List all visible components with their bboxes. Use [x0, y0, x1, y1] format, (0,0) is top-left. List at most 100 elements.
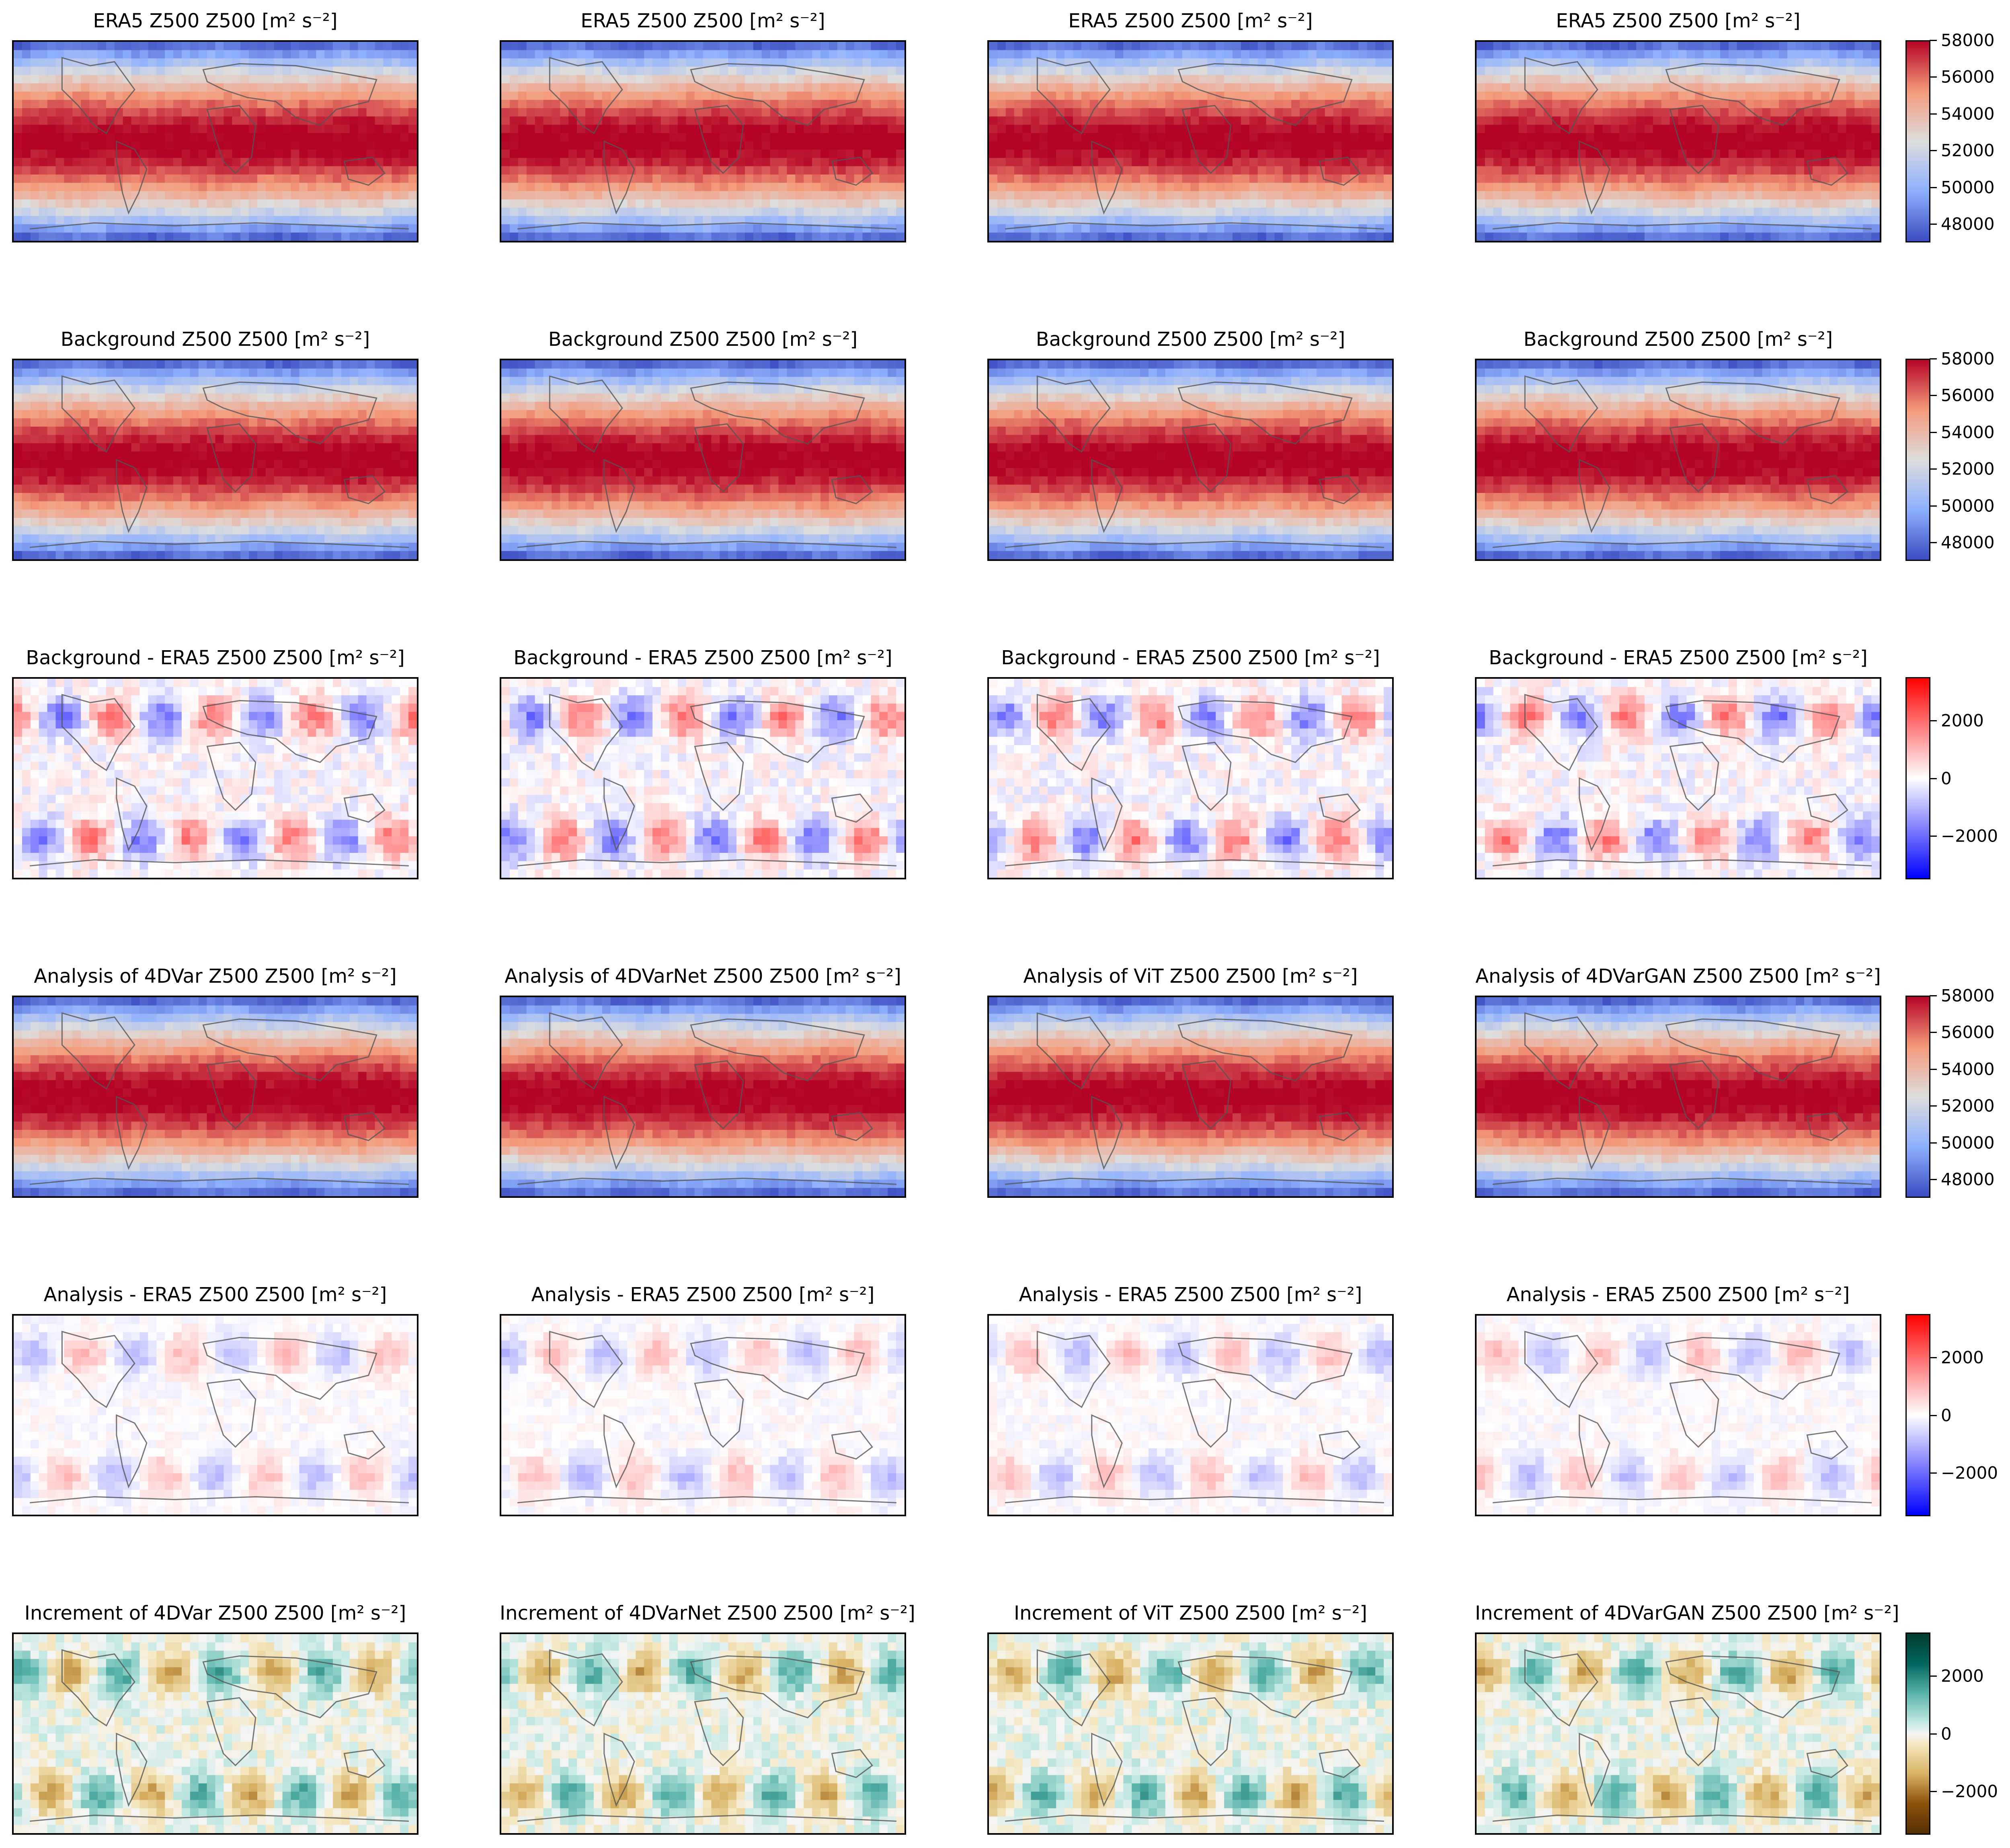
- heatmap-cell: [240, 125, 249, 133]
- heatmap-cell: [324, 91, 333, 100]
- heatmap-cell: [1300, 150, 1309, 158]
- heatmap-cell: [1140, 91, 1149, 100]
- heatmap-cell: [1216, 42, 1224, 51]
- heatmap-cell: [165, 207, 174, 216]
- heatmap-cell: [81, 224, 90, 233]
- heatmap-cell: [795, 174, 804, 183]
- heatmap-cell: [509, 75, 519, 84]
- heatmap-cell: [552, 125, 560, 133]
- heatmap-cell: [1274, 150, 1283, 158]
- heatmap-cell: [1173, 66, 1183, 76]
- heatmap-cell: [1737, 133, 1746, 142]
- heatmap-cell: [408, 125, 417, 133]
- heatmap-cell: [383, 108, 392, 117]
- heatmap-cell: [1636, 91, 1645, 100]
- heatmap-cell: [1039, 207, 1048, 216]
- coastline: [1319, 156, 1361, 186]
- heatmap-cell: [1098, 58, 1107, 67]
- heatmap-cell: [644, 100, 653, 109]
- heatmap-cell: [383, 50, 392, 59]
- heatmap-cell: [1022, 232, 1032, 241]
- heatmap-cell: [854, 42, 863, 51]
- heatmap-cell: [1300, 125, 1309, 133]
- heatmap-cell: [1812, 133, 1821, 142]
- heatmap-cell: [341, 42, 350, 51]
- heatmap-cell: [1048, 183, 1056, 191]
- heatmap-cell: [349, 66, 359, 76]
- heatmap-cell: [1863, 91, 1872, 100]
- heatmap-cell: [1703, 191, 1712, 200]
- heatmap-cell: [232, 232, 241, 241]
- heatmap-cell: [139, 224, 148, 233]
- heatmap-cell: [165, 116, 174, 125]
- heatmap-cell: [694, 150, 704, 158]
- heatmap-cell: [1644, 216, 1653, 225]
- heatmap-cell: [552, 42, 560, 51]
- heatmap-cell: [1720, 75, 1729, 84]
- heatmap-cell: [22, 377, 31, 386]
- heatmap-cell: [1005, 108, 1015, 117]
- heatmap-cell: [652, 125, 661, 133]
- heatmap-cell: [173, 141, 182, 150]
- heatmap-cell: [89, 410, 98, 419]
- heatmap-cell: [181, 116, 191, 125]
- heatmap-cell: [585, 224, 594, 233]
- heatmap-cell: [1182, 100, 1191, 109]
- heatmap-cell: [1871, 150, 1880, 158]
- heatmap-cell: [879, 50, 888, 59]
- heatmap-cell: [879, 125, 888, 133]
- heatmap-cell: [198, 166, 207, 175]
- heatmap-cell: [711, 166, 720, 175]
- heatmap-cell: [871, 191, 880, 200]
- heatmap-cell: [677, 224, 687, 233]
- heatmap-cell: [560, 50, 569, 59]
- heatmap-cell: [173, 385, 182, 394]
- heatmap-cell: [543, 100, 552, 109]
- heatmap-cell: [1375, 42, 1384, 51]
- heatmap-cell: [804, 224, 812, 233]
- heatmap-cell: [316, 158, 325, 166]
- heatmap-cell: [224, 224, 232, 233]
- heatmap-cell: [1569, 42, 1578, 51]
- heatmap-cell: [1375, 108, 1384, 117]
- heatmap-cell: [1257, 133, 1267, 142]
- heatmap-cell: [627, 42, 636, 51]
- heatmap-cell: [72, 207, 81, 216]
- heatmap-cell: [274, 125, 283, 133]
- heatmap-cell: [610, 133, 619, 142]
- heatmap-cell: [812, 166, 821, 175]
- heatmap-cell: [1510, 50, 1519, 59]
- heatmap-cell: [837, 66, 846, 76]
- heatmap-cell: [509, 42, 519, 51]
- heatmap-cell: [686, 42, 695, 51]
- heatmap-cell: [669, 183, 678, 191]
- heatmap-cell: [1367, 150, 1376, 158]
- heatmap-cell: [1064, 42, 1073, 51]
- heatmap-cell: [181, 125, 191, 133]
- heatmap-cell: [509, 174, 519, 183]
- heatmap-cell: [392, 216, 400, 225]
- heatmap-cell: [1140, 174, 1149, 183]
- heatmap-cell: [89, 100, 98, 109]
- heatmap-cell: [703, 166, 712, 175]
- heatmap-cell: [888, 133, 896, 142]
- heatmap-cell: [1846, 174, 1855, 183]
- heatmap-cell: [1207, 58, 1216, 67]
- heatmap-cell: [509, 66, 519, 76]
- heatmap-cell: [1661, 207, 1670, 216]
- heatmap-cell: [610, 116, 619, 125]
- heatmap-cell: [560, 207, 569, 216]
- heatmap-cell: [291, 75, 300, 84]
- heatmap-cell: [636, 42, 644, 51]
- heatmap-cell: [770, 216, 779, 225]
- heatmap-cell: [661, 75, 670, 84]
- heatmap-cell: [358, 108, 367, 117]
- heatmap-cell: [1728, 58, 1737, 67]
- heatmap-cell: [879, 207, 888, 216]
- heatmap-cell: [1384, 141, 1392, 150]
- heatmap-cell: [349, 100, 359, 109]
- heatmap-cell: [1812, 150, 1821, 158]
- heatmap-cell: [47, 42, 56, 51]
- heatmap-cell: [1098, 224, 1107, 233]
- heatmap-cell: [1367, 75, 1376, 84]
